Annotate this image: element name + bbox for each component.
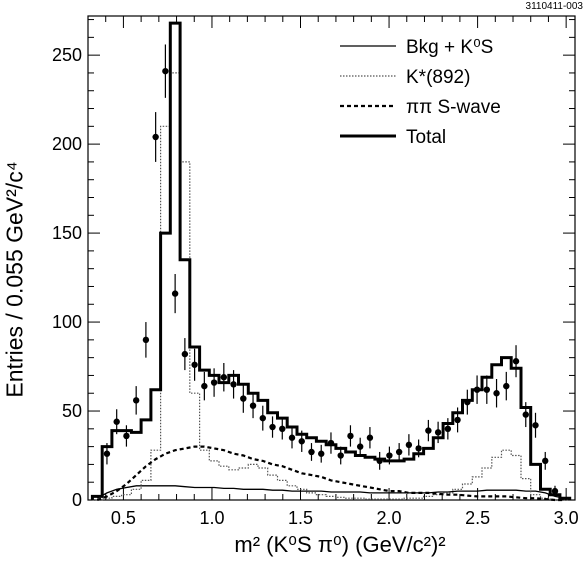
data-point [142,336,150,344]
y-tick-label: 250 [52,45,82,65]
x-tick-label: 1.0 [199,508,224,528]
y-tick-label: 0 [72,490,82,510]
data-point [444,425,452,433]
data-point [356,443,364,450]
data-point [259,414,266,422]
data-point [308,448,315,456]
data-point [298,438,305,445]
series-line [96,485,565,499]
data-point [415,445,422,452]
legend-label: ππ S-wave [406,97,501,118]
data-point [269,423,276,431]
data-point [210,379,218,386]
data-point [483,386,491,393]
data-point [512,358,520,365]
legend-label: K*(892) [406,67,470,88]
data-point [454,416,461,424]
legend-label: Bkg + K⁰S [406,37,493,58]
data-point [366,434,374,441]
data-point [376,457,383,465]
data-point [434,429,442,436]
data-point [395,448,403,456]
data-point [230,381,237,388]
y-tick-label: 50 [62,401,82,421]
data-point [279,425,286,433]
series-line [90,21,572,500]
data-point [464,398,471,406]
data-point [503,382,510,390]
data-point [347,432,354,440]
data-point [103,450,111,457]
data-point [162,67,169,75]
data-point [181,350,189,358]
data-point [152,133,159,141]
figure-id: 3110411-003 [525,1,583,12]
data-point [551,487,559,495]
x-axis-title: m² (K⁰S π⁰) (GeV/c²)² [234,532,446,557]
data-point [425,427,432,434]
data-point [123,432,130,440]
y-tick-label: 100 [52,312,82,332]
data-point [318,450,325,457]
data-point [386,452,393,459]
x-tick-label: 3.0 [554,508,579,528]
x-tick-label: 2.0 [377,508,402,528]
y-tick-label: 150 [52,223,82,243]
data-point [337,452,344,459]
plot-frame [87,15,576,501]
data-point [191,361,198,368]
data-point [201,382,208,390]
data-point [132,397,140,404]
data-point [220,374,228,381]
data-point [327,439,335,447]
data-point [542,457,549,465]
data-point [288,434,296,441]
data-point [473,386,481,393]
data-point [493,390,500,397]
data-point [405,441,413,449]
data-point [240,395,247,402]
legend-label: Total [406,127,446,148]
x-tick-label: 2.5 [465,508,490,528]
data-point [113,418,120,425]
data-point [249,402,257,409]
y-tick-label: 200 [52,134,82,154]
series-line [96,445,565,502]
data-point [522,411,529,418]
x-tick-label: 1.5 [288,508,313,528]
data-point [532,422,539,429]
x-tick-label: 0.5 [111,508,136,528]
data-point [171,290,179,297]
